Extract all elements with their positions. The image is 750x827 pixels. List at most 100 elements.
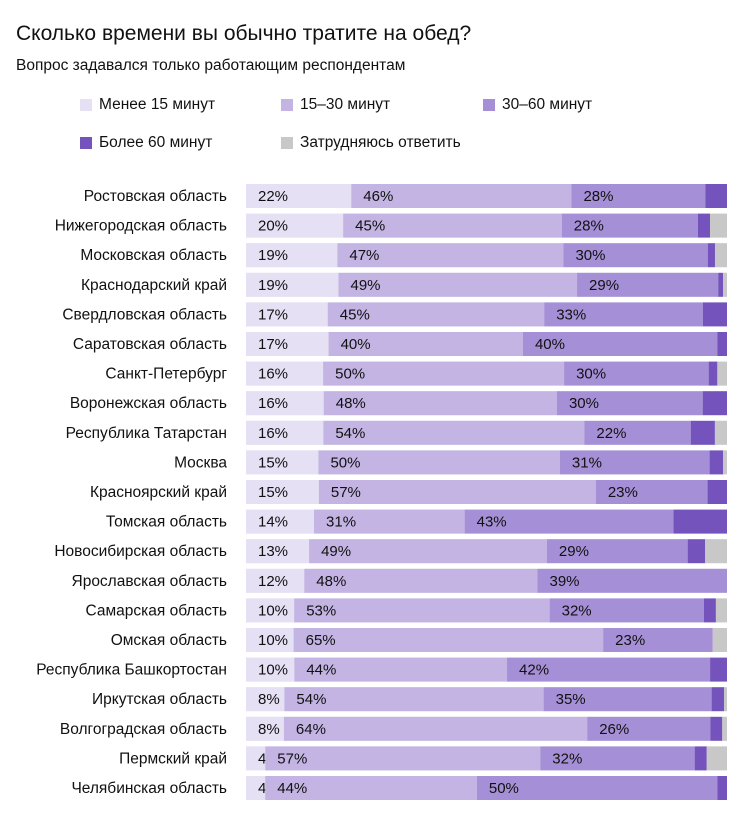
bar-segment <box>705 539 727 564</box>
data-label: 44% <box>306 662 336 679</box>
data-label: 53% <box>306 602 336 619</box>
bar-segment <box>711 687 725 712</box>
category-label: Московская область <box>80 247 227 264</box>
bar-segment <box>724 687 727 712</box>
data-label: 45% <box>340 306 370 323</box>
data-label: 22% <box>258 188 288 205</box>
bar-segment <box>595 480 708 504</box>
bar-segment <box>246 272 339 297</box>
legend-item-more-60: Более 60 минут <box>80 134 212 152</box>
data-label: 29% <box>589 277 619 294</box>
bar-segment <box>246 184 352 208</box>
bar-segment <box>537 568 727 593</box>
legend: Менее 15 минут 15–30 минут 30–60 минут Б… <box>0 0 750 160</box>
data-label: 57% <box>331 484 361 501</box>
bar-segment <box>343 213 562 238</box>
legend-item-less-15: Менее 15 минут <box>80 96 215 114</box>
data-label: 23% <box>615 632 645 649</box>
category-label: Москва <box>174 454 227 471</box>
data-label: 16% <box>258 366 288 383</box>
category-label: Краснодарский край <box>81 277 227 294</box>
chart-subtitle: Вопрос задавался только работающим респо… <box>16 57 406 74</box>
data-label: 35% <box>556 691 586 708</box>
category-label: Волгоградская область <box>60 721 227 738</box>
legend-swatch <box>483 99 495 111</box>
bar-segment <box>703 598 716 623</box>
data-label: 28% <box>574 218 604 235</box>
data-label: 12% <box>258 573 288 590</box>
bar-segment <box>715 598 727 623</box>
data-label: 40% <box>535 336 565 353</box>
bar-segment <box>540 746 695 771</box>
data-label: 49% <box>321 543 351 560</box>
bar-segment <box>708 361 718 386</box>
data-label: 17% <box>258 336 288 353</box>
bar-segment <box>323 420 585 445</box>
bar-segment <box>709 213 727 238</box>
legend-item-unsure: Затрудняюсь ответить <box>281 134 461 152</box>
bar-segment <box>294 657 508 682</box>
data-label: 8% <box>258 721 280 738</box>
data-label: 32% <box>562 602 592 619</box>
data-label: 46% <box>363 188 393 205</box>
data-label: 16% <box>258 395 288 412</box>
bar-segment <box>707 480 727 504</box>
bar-segment <box>723 450 727 475</box>
data-label: 45% <box>355 218 385 235</box>
data-label: 50% <box>330 454 360 471</box>
bar-segment <box>687 539 706 564</box>
bar-segment <box>690 420 715 445</box>
category-label: Челябинская область <box>71 780 227 797</box>
bar-segment <box>246 628 294 652</box>
bar-segment <box>246 302 328 327</box>
legend-label: 30–60 минут <box>502 96 593 113</box>
bar-segment <box>314 509 465 534</box>
bar-segment <box>337 243 564 268</box>
data-label: 15% <box>258 484 288 501</box>
data-label: 47% <box>349 247 379 264</box>
data-label: 31% <box>326 514 356 531</box>
bar-segment <box>246 213 344 238</box>
data-label: 43% <box>477 514 507 531</box>
data-label: 17% <box>258 306 288 323</box>
bar-segment <box>710 716 723 741</box>
data-label: 8% <box>258 691 280 708</box>
data-label: 28% <box>583 188 613 205</box>
bar-segment <box>323 361 565 386</box>
bar-segment <box>544 302 703 327</box>
legend-label: 15–30 минут <box>300 96 391 113</box>
legend-label: Менее 15 минут <box>99 96 216 113</box>
bar-segment <box>673 509 727 534</box>
legend-swatch <box>281 137 293 149</box>
data-label: 26% <box>599 721 629 738</box>
bar-segment <box>522 332 718 356</box>
bar-segment <box>246 332 329 356</box>
bar-segment <box>717 361 727 386</box>
bar-segment <box>246 716 284 741</box>
bar-segment <box>694 746 707 771</box>
bar-segment <box>714 420 727 445</box>
data-label: 48% <box>316 573 346 590</box>
bar-segment <box>712 628 727 652</box>
category-label: Санкт-Петербург <box>105 366 227 383</box>
bar-segment <box>705 184 727 208</box>
data-label: 39% <box>550 573 580 590</box>
bar-segment <box>603 628 713 652</box>
category-label: Новосибирская область <box>54 543 227 560</box>
bar-segment <box>246 243 338 268</box>
bar-segment <box>722 716 727 741</box>
category-label: Свердловская область <box>62 306 227 323</box>
data-label: 50% <box>489 780 519 797</box>
data-label: 64% <box>296 721 326 738</box>
category-label: Республика Башкортостан <box>36 662 227 679</box>
category-label: Саратовская область <box>73 336 227 353</box>
data-label: 10% <box>258 662 288 679</box>
bar-segment <box>577 272 719 297</box>
bar-segment <box>543 687 712 712</box>
bar-segment <box>246 480 319 504</box>
bar-segment <box>702 391 727 416</box>
bar-segment <box>723 272 727 297</box>
data-label: 13% <box>258 543 288 560</box>
data-label: 44% <box>277 780 307 797</box>
